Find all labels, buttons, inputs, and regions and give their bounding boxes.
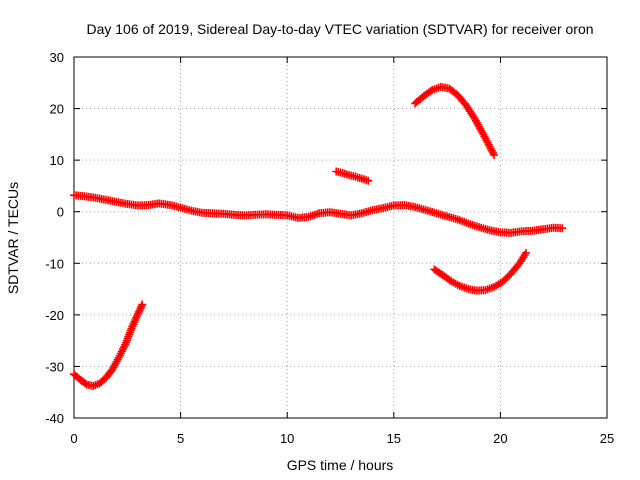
series-arc-upper [411, 82, 499, 159]
data-point-marker [81, 379, 90, 388]
series-segment-midday [332, 167, 373, 185]
y-tick-label: -30 [45, 359, 64, 374]
data-series [70, 82, 567, 391]
x-tick-label: 15 [387, 431, 401, 446]
x-tick-label: 5 [177, 431, 184, 446]
x-tick-label: 25 [600, 431, 614, 446]
x-tick-label: 20 [493, 431, 507, 446]
y-tick-label: -10 [45, 256, 64, 271]
plot-frame [73, 56, 608, 419]
x-axis-title: GPS time / hours [287, 457, 394, 473]
data-point-marker [133, 309, 142, 318]
data-point-marker [137, 302, 146, 311]
axis-ticks: 0 5 10 15 20 25 -40 -30 -20 -10 0 10 20 30 [45, 50, 614, 446]
y-tick-label: -20 [45, 308, 64, 323]
y-tick-label: 10 [50, 153, 64, 168]
x-tick-label: 0 [70, 431, 77, 446]
data-point-marker [364, 176, 373, 185]
chart-title: Day 106 of 2019, Sidereal Day-to-day VTE… [86, 21, 593, 37]
data-point-marker [490, 150, 499, 159]
data-point-marker [138, 300, 147, 309]
data-point-marker [558, 224, 567, 233]
series-arc-lower [430, 248, 530, 295]
x-tick-label: 10 [280, 431, 294, 446]
series-main-track [70, 191, 567, 237]
data-point-marker [136, 304, 145, 313]
y-tick-label: -40 [45, 411, 64, 426]
y-tick-label: 0 [57, 205, 64, 220]
data-point-marker [521, 248, 530, 257]
y-tick-label: 20 [50, 102, 64, 117]
data-point-marker [135, 306, 144, 315]
grid-lines [74, 57, 607, 418]
y-tick-label: 30 [50, 50, 64, 65]
y-axis-title: SDTVAR / TECUs [5, 182, 21, 294]
data-point-marker [134, 307, 143, 316]
series-arc-early [70, 300, 147, 391]
